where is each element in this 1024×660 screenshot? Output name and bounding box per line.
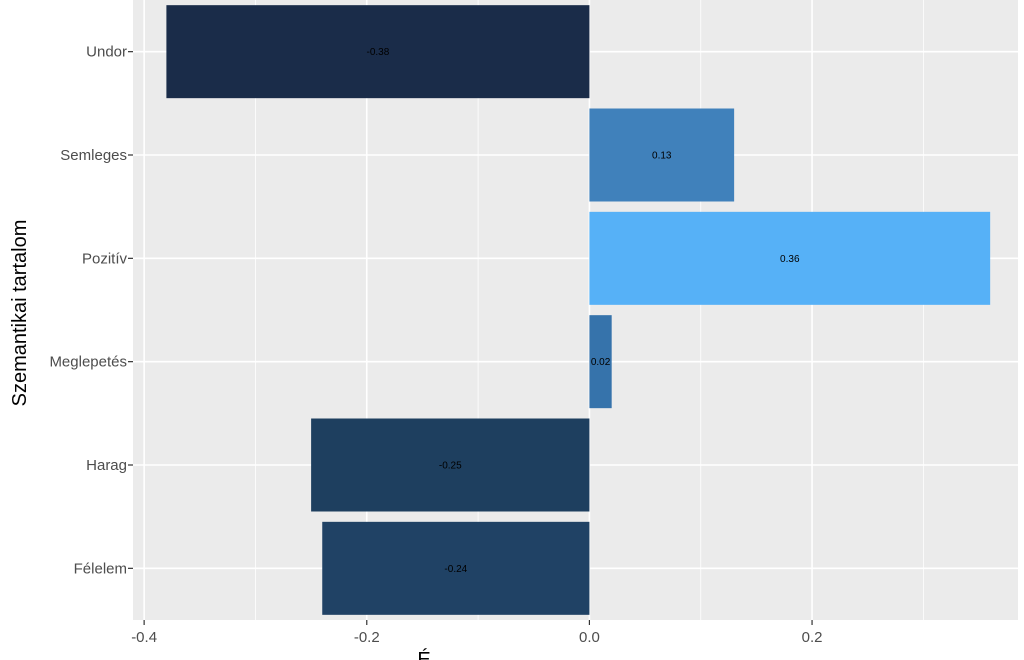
bar-harag [311,418,590,512]
x-tick-label: -0.2 [354,629,380,646]
bar-value-label: -0.25 [439,461,462,472]
y-tick-label: Félelem [74,560,127,577]
panel-background [133,0,1018,620]
x-tick-label: -0.4 [131,629,157,646]
y-tick-label: Semleges [60,147,127,164]
y-tick-label: Undor [86,44,127,61]
bars [166,5,991,615]
y-axis-title: Szemantikai tartalom [9,220,31,407]
bar-pozitív [589,211,991,305]
y-axis: Undor Semleges Pozitív Meglepetés Harag Félel… [49,44,133,577]
bar-félelem [322,521,590,615]
bar-value-label: -0.24 [444,564,467,575]
y-tick-label: Harag [86,457,127,474]
bar-value-label: 0.36 [780,254,800,265]
bar-undor [166,5,590,99]
bar-value-label: 0.13 [652,151,672,162]
y-tick-label: Meglepetés [49,354,127,371]
y-tick-label: Pozitív [82,250,128,267]
x-tick-label: 0.0 [579,629,600,646]
bar-meglepetés [589,315,612,409]
bar-semleges [589,108,735,202]
bar-value-label: 0.02 [591,357,611,368]
x-tick-label: 0.2 [802,629,823,646]
bar-labels: -0.38 0.13 0.36 0.02 -0.25 -0.24 [367,47,800,575]
x-axis: -0.4 -0.2 0.0 0.2 [131,620,822,646]
x-axis-title: É [417,648,430,660]
bar-value-label: -0.38 [367,47,390,58]
